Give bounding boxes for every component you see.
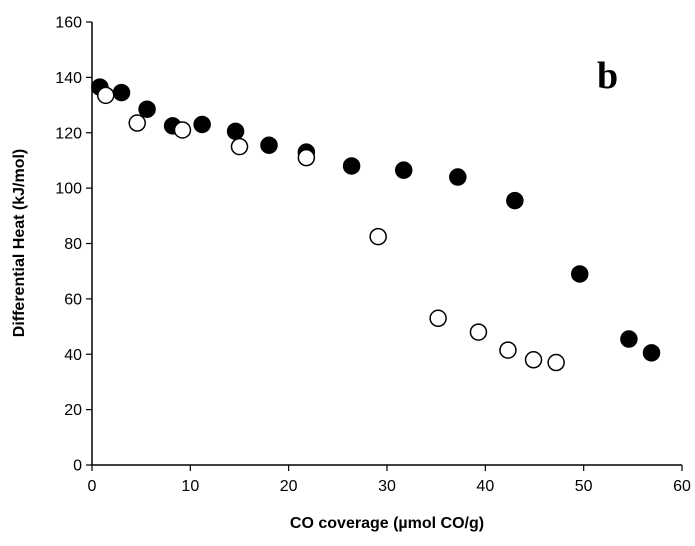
- x-tick-label: 50: [575, 478, 593, 495]
- y-tick-label: 0: [73, 458, 82, 475]
- x-axis-title: CO coverage (µmol CO/g): [290, 515, 484, 532]
- data-point-open: [230, 137, 249, 156]
- data-point-filled: [260, 136, 278, 154]
- data-point-open: [469, 323, 488, 341]
- data-point-open: [369, 227, 387, 246]
- y-tick-label: 100: [55, 181, 82, 198]
- y-tick-label: 20: [64, 402, 82, 419]
- panel-label: b: [597, 55, 618, 97]
- data-point-open: [429, 309, 447, 328]
- data-point-open: [297, 148, 316, 167]
- y-tick-label: 60: [64, 291, 82, 308]
- data-point-filled: [138, 100, 156, 118]
- x-tick-label: 20: [280, 478, 298, 495]
- data-point-filled: [570, 265, 589, 283]
- data-point-filled: [193, 115, 211, 134]
- y-tick-label: 40: [64, 347, 82, 364]
- data-point-filled: [226, 122, 245, 141]
- data-point-open: [547, 353, 565, 372]
- plot-area: [92, 22, 682, 465]
- y-tick-label: 140: [55, 70, 82, 87]
- data-point-filled: [620, 330, 638, 348]
- data-point-filled: [112, 83, 131, 102]
- x-tick-label: 30: [378, 478, 396, 495]
- data-point-open: [524, 351, 543, 369]
- y-axis-title: Differential Heat (kJ/mol): [11, 149, 28, 337]
- x-tick-label: 60: [673, 478, 691, 495]
- x-tick-label: 10: [181, 478, 199, 495]
- y-tick-label: 80: [64, 236, 82, 253]
- data-marks: [91, 78, 661, 372]
- data-point-filled: [506, 191, 524, 210]
- data-point-filled: [449, 168, 467, 186]
- data-point-open: [128, 114, 146, 132]
- data-point-open: [499, 341, 517, 359]
- data-point-open: [97, 86, 115, 105]
- data-point-filled: [642, 344, 661, 362]
- ticks: 0 20 40 60 80 100 120 140 160 0 10 20 30 40 50 60: [55, 15, 691, 496]
- x-tick-label: 0: [88, 478, 97, 495]
- y-tick-label: 160: [55, 15, 82, 32]
- x-tick-label: 40: [476, 478, 494, 495]
- data-point-filled: [342, 157, 361, 175]
- y-tick-label: 120: [55, 125, 82, 142]
- data-point-filled: [394, 161, 413, 179]
- data-point-open: [173, 121, 192, 139]
